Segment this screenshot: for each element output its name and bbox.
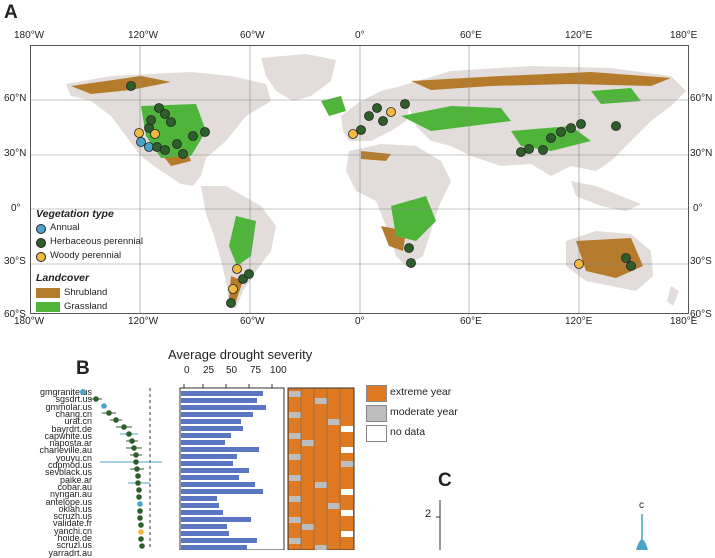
lon-label-top: 60°W xyxy=(240,30,265,41)
site-label: youyu.cn xyxy=(55,452,92,463)
lon-label-top: 0° xyxy=(355,30,365,41)
severity-tick: 75 xyxy=(250,365,262,376)
lon-label-top: 120°E xyxy=(565,30,593,41)
lat-label-left: 0° xyxy=(11,203,21,214)
panel-a-letter: A xyxy=(4,2,18,23)
panel-c-y-tick: 2 xyxy=(425,508,432,520)
grassland-swatch xyxy=(36,302,60,312)
site-label: scruzl.us xyxy=(56,540,92,551)
annual-marker-icon xyxy=(36,224,46,234)
legend-annual: Annual xyxy=(50,222,80,233)
panel-c-graphics xyxy=(436,500,648,550)
moderate-year-swatch xyxy=(366,405,387,422)
landcover-legend-title: Landcover xyxy=(36,272,90,284)
lon-label-top: 120°W xyxy=(128,30,159,41)
lon-label-bottom: 60°W xyxy=(240,316,265,327)
legend-moderate-year: moderate year xyxy=(390,406,458,418)
lat-label-right: 30°S xyxy=(690,256,712,267)
lat-label-left: 30°N xyxy=(4,148,27,159)
site-label: nyngan.au xyxy=(49,489,92,500)
severity-tick: 25 xyxy=(203,365,215,376)
site-label: paike.ar xyxy=(59,474,92,485)
lat-label-left: 30°S xyxy=(4,256,26,267)
panel-b-graphics xyxy=(80,384,355,550)
site-label: sgsdrt.us xyxy=(55,394,92,405)
site-label: gmgranite.us xyxy=(39,387,92,397)
lon-label-top: 60°E xyxy=(460,30,482,41)
lon-label-top: 180°W xyxy=(14,30,45,41)
panel-c-annotation: c xyxy=(639,500,644,511)
site-label: sevblack.us xyxy=(44,467,92,478)
site-label: antelope.us xyxy=(45,496,92,507)
lon-label-bottom: 180°W xyxy=(14,316,45,327)
site-label: capwhite.us xyxy=(44,430,92,441)
legend-herbaceous: Herbaceous perennial xyxy=(50,236,143,247)
site-label: charleville.au xyxy=(39,445,92,456)
lon-label-top: 180°E xyxy=(670,30,698,41)
legend-extreme-year: extreme year xyxy=(390,386,452,398)
panel-b-letter: B xyxy=(76,358,90,379)
site-label: oklah.us xyxy=(58,503,92,514)
map-svg xyxy=(31,46,688,313)
lat-label-left: 60°S xyxy=(4,309,26,320)
site-label: cobar.au xyxy=(57,481,92,492)
vegetation-legend-title: Vegetation type xyxy=(36,208,114,220)
legend-grassland: Grassland xyxy=(64,301,108,312)
site-label: scruzh.us xyxy=(53,511,92,522)
site-label: chang.cn xyxy=(55,408,92,419)
severity-tick: 0 xyxy=(184,365,190,376)
severity-tick: 50 xyxy=(226,365,238,376)
legend-shrubland: Shrubland xyxy=(64,287,108,298)
legend-no-data: no data xyxy=(390,426,426,438)
lat-label-right: 0° xyxy=(693,203,703,214)
site-markers xyxy=(126,81,636,308)
shrubland-areas xyxy=(71,72,671,301)
herbaceous-marker-icon xyxy=(36,238,46,248)
extreme-year-swatch xyxy=(366,385,387,402)
lon-label-bottom: 120°E xyxy=(565,316,593,327)
no-data-swatch xyxy=(366,425,387,442)
severity-title: Average drought severity xyxy=(168,347,313,362)
lat-label-left: 60°N xyxy=(4,93,27,104)
site-label: gmmolar.us xyxy=(45,401,92,412)
site-label: urat.cn xyxy=(64,416,92,427)
site-label: naposta.ar xyxy=(49,438,92,449)
lon-label-bottom: 180°E xyxy=(670,316,698,327)
shrubland-swatch xyxy=(36,288,60,298)
lon-label-bottom: 60°E xyxy=(460,316,482,327)
legend-woody: Woody perennial xyxy=(50,250,122,261)
site-label: yanchi.cn xyxy=(53,525,92,536)
panel-c-letter: C xyxy=(438,470,452,491)
woody-marker-icon xyxy=(36,252,46,262)
site-label: validate.fr xyxy=(52,518,92,529)
site-label: bayrdrt.de xyxy=(51,423,92,434)
lat-label-right: 60°N xyxy=(690,93,713,104)
severity-tick: 100 xyxy=(270,365,287,376)
lat-label-right: 30°N xyxy=(690,148,713,159)
severity-bars xyxy=(179,384,285,550)
site-label: hoide.de xyxy=(57,533,92,543)
site-label: cdpmod.us xyxy=(47,460,92,470)
lat-label-right: 60°S xyxy=(690,309,712,320)
effect-dots xyxy=(80,388,162,550)
year-grid xyxy=(287,387,355,550)
world-map xyxy=(30,45,689,314)
lon-label-bottom: 120°W xyxy=(128,316,159,327)
lon-label-bottom: 0° xyxy=(355,316,365,327)
